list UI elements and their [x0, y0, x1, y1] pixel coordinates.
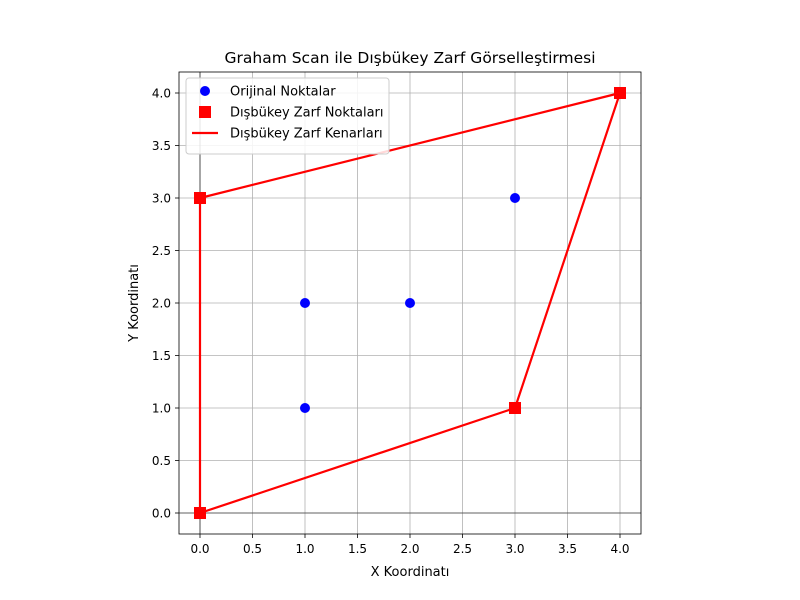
x-tick-label-8: 4.0 — [610, 542, 629, 556]
original-point-6 — [300, 298, 310, 308]
x-tick-label-1: 0.5 — [243, 542, 262, 556]
y-tick-label-0: 0.0 — [152, 507, 171, 521]
x-axis-label: X Koordinatı — [371, 565, 450, 580]
hull-point-2 — [614, 87, 626, 99]
hull-point-0 — [194, 507, 206, 519]
y-tick-label-7: 3.5 — [152, 139, 171, 153]
plot-area: 0.0 0.5 1.0 1.5 2.0 2.5 3.0 3.5 4.0 0.0 0.5 1.0 1.5 2… — [152, 71, 642, 556]
chart-title: Graham Scan ile Dışbükey Zarf Görselleşt… — [224, 49, 595, 67]
x-tick-label-0: 0.0 — [190, 542, 209, 556]
x-tick-label-4: 2.0 — [400, 542, 419, 556]
y-tick-label-5: 2.5 — [152, 244, 171, 258]
y-tick-label-3: 1.5 — [152, 349, 171, 363]
legend-label-0: Orijinal Noktalar — [230, 85, 336, 100]
y-tick-label-4: 2.0 — [152, 297, 171, 311]
legend-label-2: Dışbükey Zarf Kenarları — [230, 127, 383, 142]
x-tick-label-2: 1.0 — [295, 542, 314, 556]
legend-box — [185, 77, 390, 155]
x-tick-label-3: 1.5 — [348, 542, 367, 556]
y-axis-label: Y Koordinatı — [127, 264, 142, 343]
original-point-1 — [300, 403, 310, 413]
legend: Orijinal Noktalar Dışbükey Zarf Noktaları… — [185, 77, 390, 155]
original-point-7 — [510, 193, 520, 203]
original-point-2 — [405, 298, 415, 308]
legend-swatch-hull-points — [199, 106, 211, 118]
x-tick-label-7: 3.5 — [558, 542, 577, 556]
hull-point-1 — [509, 402, 521, 414]
legend-label-1: Dışbükey Zarf Noktaları — [230, 106, 384, 121]
x-tick-label-6: 3.0 — [505, 542, 524, 556]
y-tick-label-8: 4.0 — [152, 87, 171, 101]
y-tick-label-1: 0.5 — [152, 454, 171, 468]
hull-point-3 — [194, 192, 206, 204]
y-tick-label-6: 3.0 — [152, 192, 171, 206]
legend-swatch-original-points — [200, 86, 210, 96]
y-tick-label-2: 1.0 — [152, 402, 171, 416]
x-tick-label-5: 2.5 — [453, 542, 472, 556]
